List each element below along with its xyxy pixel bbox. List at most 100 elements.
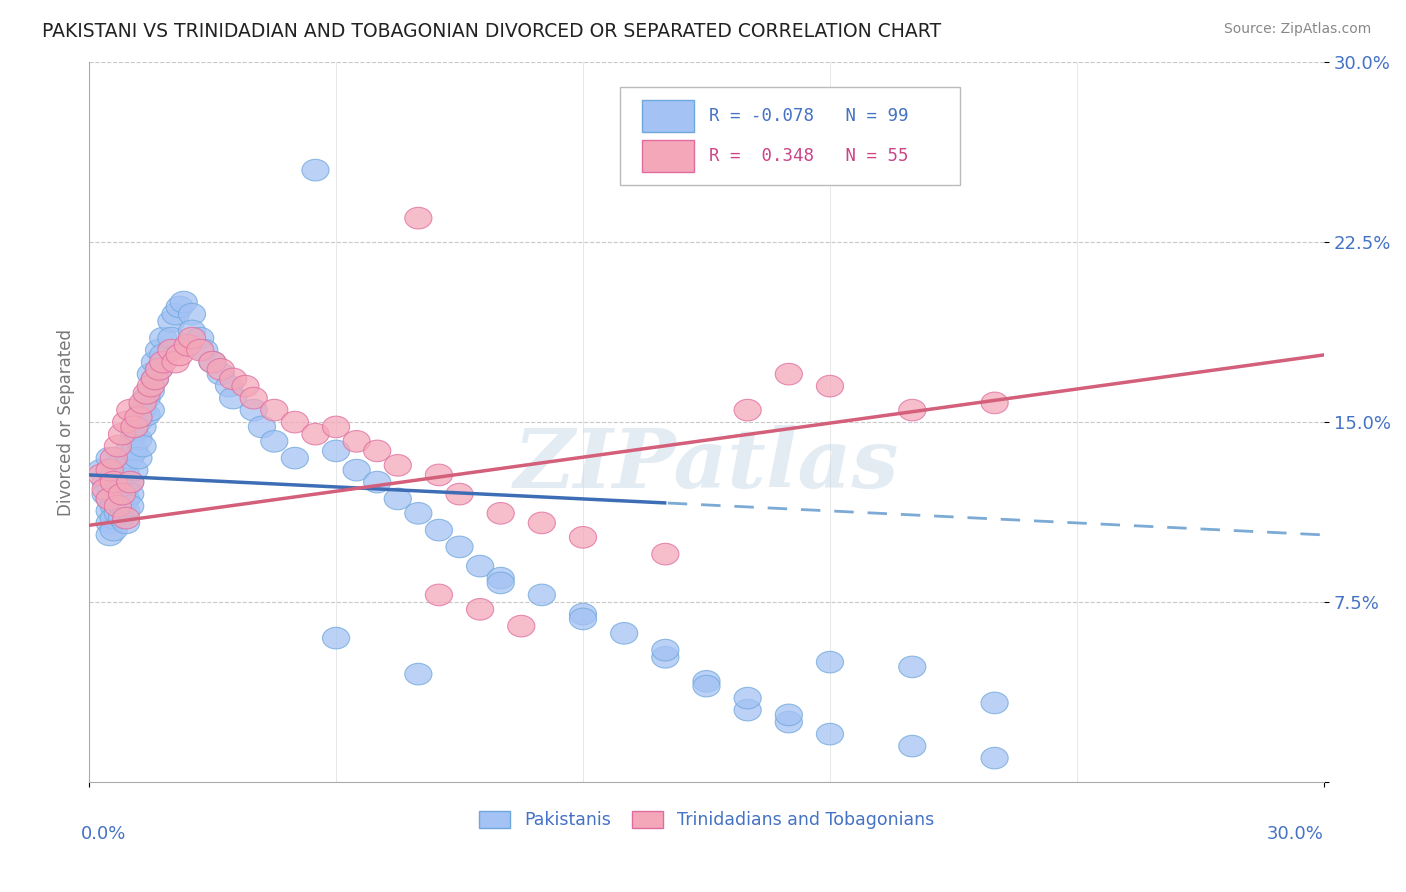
Ellipse shape xyxy=(219,387,246,409)
Ellipse shape xyxy=(898,657,927,678)
Ellipse shape xyxy=(117,495,143,517)
Ellipse shape xyxy=(117,483,143,505)
Ellipse shape xyxy=(179,320,205,342)
Ellipse shape xyxy=(166,344,193,366)
Ellipse shape xyxy=(145,339,173,361)
Legend: Pakistanis, Trinidadians and Tobagonians: Pakistanis, Trinidadians and Tobagonians xyxy=(474,805,939,835)
Ellipse shape xyxy=(529,512,555,533)
Ellipse shape xyxy=(426,519,453,541)
Ellipse shape xyxy=(112,512,139,533)
Ellipse shape xyxy=(693,675,720,697)
Ellipse shape xyxy=(129,400,156,421)
Ellipse shape xyxy=(734,688,761,709)
Ellipse shape xyxy=(96,447,124,469)
Ellipse shape xyxy=(138,376,165,397)
Ellipse shape xyxy=(302,424,329,445)
Ellipse shape xyxy=(134,404,160,425)
Ellipse shape xyxy=(138,400,165,421)
Ellipse shape xyxy=(405,502,432,524)
Ellipse shape xyxy=(207,359,235,380)
Text: Source: ZipAtlas.com: Source: ZipAtlas.com xyxy=(1223,22,1371,37)
Ellipse shape xyxy=(100,447,128,469)
Ellipse shape xyxy=(207,363,235,385)
Ellipse shape xyxy=(138,363,165,385)
Y-axis label: Divorced or Separated: Divorced or Separated xyxy=(58,328,75,516)
Ellipse shape xyxy=(117,471,143,493)
Ellipse shape xyxy=(138,380,165,401)
Ellipse shape xyxy=(426,584,453,606)
Ellipse shape xyxy=(302,160,329,181)
Ellipse shape xyxy=(112,508,139,529)
Ellipse shape xyxy=(149,344,177,366)
Ellipse shape xyxy=(529,584,555,606)
Ellipse shape xyxy=(569,608,596,630)
Ellipse shape xyxy=(96,459,124,481)
Text: R =  0.348   N = 55: R = 0.348 N = 55 xyxy=(709,147,908,165)
Ellipse shape xyxy=(775,711,803,733)
Ellipse shape xyxy=(322,627,350,648)
Ellipse shape xyxy=(157,327,186,349)
Ellipse shape xyxy=(281,411,308,433)
Ellipse shape xyxy=(281,447,308,469)
Ellipse shape xyxy=(693,671,720,692)
Ellipse shape xyxy=(569,526,596,548)
Ellipse shape xyxy=(508,615,534,637)
Ellipse shape xyxy=(108,424,135,445)
Ellipse shape xyxy=(134,387,160,409)
Ellipse shape xyxy=(426,464,453,486)
Ellipse shape xyxy=(179,327,205,349)
Ellipse shape xyxy=(446,483,472,505)
Ellipse shape xyxy=(142,368,169,390)
Ellipse shape xyxy=(467,599,494,620)
Ellipse shape xyxy=(322,417,350,438)
Ellipse shape xyxy=(100,495,128,517)
Ellipse shape xyxy=(405,207,432,229)
Ellipse shape xyxy=(125,411,152,433)
Text: 0.0%: 0.0% xyxy=(80,825,127,843)
Ellipse shape xyxy=(384,488,412,509)
Ellipse shape xyxy=(981,747,1008,769)
Ellipse shape xyxy=(121,424,148,445)
Ellipse shape xyxy=(149,327,177,349)
Ellipse shape xyxy=(100,471,128,493)
Ellipse shape xyxy=(200,351,226,373)
Ellipse shape xyxy=(467,556,494,577)
Ellipse shape xyxy=(121,459,148,481)
Ellipse shape xyxy=(232,376,259,397)
Ellipse shape xyxy=(817,376,844,397)
Ellipse shape xyxy=(215,376,243,397)
Ellipse shape xyxy=(108,483,135,505)
Ellipse shape xyxy=(112,411,139,433)
Ellipse shape xyxy=(162,303,188,325)
Ellipse shape xyxy=(112,500,139,522)
Ellipse shape xyxy=(174,334,201,356)
Ellipse shape xyxy=(100,464,128,486)
Ellipse shape xyxy=(112,464,139,486)
Ellipse shape xyxy=(405,664,432,685)
Ellipse shape xyxy=(569,603,596,625)
Ellipse shape xyxy=(260,431,288,452)
Ellipse shape xyxy=(179,303,205,325)
Ellipse shape xyxy=(486,572,515,594)
Ellipse shape xyxy=(157,310,186,332)
Ellipse shape xyxy=(219,368,246,390)
Ellipse shape xyxy=(96,500,124,522)
Ellipse shape xyxy=(142,368,169,390)
Ellipse shape xyxy=(91,471,120,493)
Ellipse shape xyxy=(486,502,515,524)
Ellipse shape xyxy=(121,440,148,462)
Ellipse shape xyxy=(191,339,218,361)
Ellipse shape xyxy=(87,459,115,481)
Ellipse shape xyxy=(112,476,139,498)
Ellipse shape xyxy=(121,417,148,438)
Ellipse shape xyxy=(96,488,124,509)
Ellipse shape xyxy=(134,383,160,404)
Ellipse shape xyxy=(343,459,370,481)
Ellipse shape xyxy=(108,483,135,505)
Ellipse shape xyxy=(610,623,638,644)
Ellipse shape xyxy=(775,363,803,385)
Ellipse shape xyxy=(142,351,169,373)
Ellipse shape xyxy=(104,455,132,476)
Ellipse shape xyxy=(187,327,214,349)
Ellipse shape xyxy=(652,543,679,565)
